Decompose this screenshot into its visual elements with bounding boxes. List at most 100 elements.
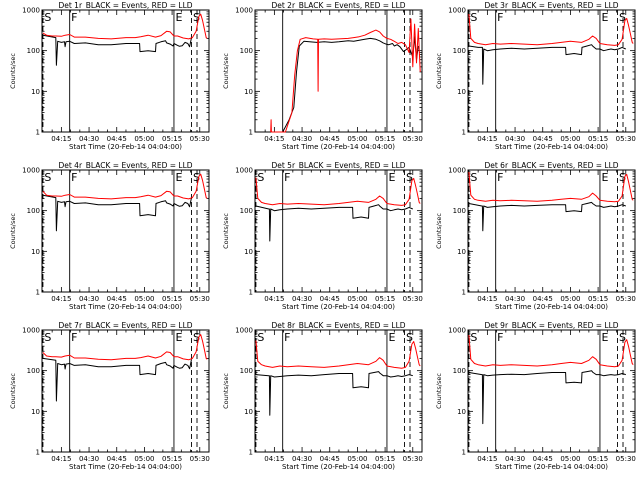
- x-tick-label: 05:00: [560, 135, 580, 143]
- series-line-events: [282, 36, 419, 133]
- x-tick-label: 05:30: [190, 135, 210, 143]
- marker-label: E: [388, 171, 395, 184]
- x-axis-label: Start Time (20-Feb-14 04:04:00): [69, 463, 182, 471]
- series-line-lld: [42, 334, 208, 361]
- panel-title: Det 9r_BLACK = Events, RED = LLD: [484, 321, 618, 330]
- x-tick-label: 04:15: [264, 455, 284, 463]
- x-tick-label: 04:15: [477, 455, 497, 463]
- x-tick-label: 05:15: [375, 135, 395, 143]
- panel-det-8: Det 8r_BLACK = Events, RED = LLD 1 10 100 10…: [222, 321, 423, 471]
- y-tick-label: 1000: [235, 167, 253, 175]
- marker-label: S: [619, 331, 626, 344]
- x-tick-label: 05:00: [134, 455, 154, 463]
- panel-title: Det 6r_BLACK = Events, RED = LLD: [484, 161, 618, 170]
- x-tick-label: 04:30: [79, 135, 99, 143]
- series-line-events: [255, 371, 413, 416]
- x-tick-label: 05:30: [616, 295, 636, 303]
- x-tick-label: 04:15: [477, 295, 497, 303]
- panel-det-3: Det 3r_BLACK = Events, RED = LLD 1 10 100 10…: [435, 1, 636, 151]
- marker-label: F: [497, 11, 503, 24]
- x-axis-label: Start Time (20-Feb-14 04:04:00): [495, 463, 608, 471]
- panel-det-7: Det 7r_BLACK = Events, RED = LLD 1 10 100 10…: [9, 321, 210, 471]
- marker-label: E: [175, 171, 182, 184]
- x-tick-label: 04:30: [79, 295, 99, 303]
- y-tick-label: 100: [453, 47, 466, 55]
- y-tick-label: 1000: [448, 7, 466, 15]
- marker-label: S: [193, 171, 200, 184]
- marker-label: E: [601, 331, 608, 344]
- y-tick-label: 100: [240, 47, 253, 55]
- y-tick-label: 100: [453, 207, 466, 215]
- panel-det-5: Det 5r_BLACK = Events, RED = LLD 1 10 100 10…: [222, 161, 423, 311]
- y-tick-label: 100: [240, 207, 253, 215]
- x-tick-label: 04:45: [107, 295, 127, 303]
- y-tick-label: 1000: [22, 327, 40, 335]
- x-axis-label: Start Time (20-Feb-14 04:04:00): [282, 303, 395, 311]
- plot-frame: [254, 329, 423, 453]
- x-tick-label: 04:30: [505, 455, 525, 463]
- marker-label: F: [71, 11, 77, 24]
- y-tick-label: 1000: [448, 327, 466, 335]
- y-tick-label: 10: [244, 88, 253, 96]
- x-tick-label: 05:30: [190, 295, 210, 303]
- marker-label: F: [71, 171, 77, 184]
- y-tick-label: 10: [457, 248, 466, 256]
- y-tick-label: 100: [27, 47, 40, 55]
- y-tick-label: 10: [244, 248, 253, 256]
- series-line-lld: [468, 171, 634, 203]
- x-tick-label: 05:30: [616, 135, 636, 143]
- y-axis-label: Counts/sec: [435, 213, 443, 249]
- panel-title: Det 7r_BLACK = Events, RED = LLD: [58, 321, 192, 330]
- marker-label: S: [406, 171, 413, 184]
- panel-det-2: Det 2r_BLACK = Events, RED = LLD 1 10 100 10…: [222, 1, 423, 151]
- x-tick-label: 04:30: [505, 295, 525, 303]
- x-tick-label: 04:45: [320, 295, 340, 303]
- x-tick-label: 05:00: [347, 295, 367, 303]
- marker-label: E: [601, 11, 608, 24]
- x-tick-label: 05:00: [134, 135, 154, 143]
- x-tick-label: 04:45: [533, 295, 553, 303]
- x-tick-label: 05:15: [588, 455, 608, 463]
- panel-title: Det 1r_BLACK = Events, RED = LLD: [58, 1, 192, 10]
- plot-frame: [254, 9, 423, 133]
- y-axis-label: Counts/sec: [435, 53, 443, 89]
- x-axis-label: Start Time (20-Feb-14 04:04:00): [495, 303, 608, 311]
- y-tick-label: 10: [457, 88, 466, 96]
- y-axis-label: Counts/sec: [222, 373, 230, 409]
- y-tick-label: 1: [462, 129, 466, 137]
- x-tick-label: 05:15: [588, 295, 608, 303]
- panel-det-4: Det 4r_BLACK = Events, RED = LLD 1 10 100 10…: [9, 161, 210, 311]
- y-tick-label: 1: [36, 129, 40, 137]
- marker-label: E: [601, 171, 608, 184]
- marker-label: S: [257, 171, 264, 184]
- x-axis-label: Start Time (20-Feb-14 04:04:00): [282, 463, 395, 471]
- series-line-lld: [255, 340, 421, 369]
- y-tick-label: 10: [457, 408, 466, 416]
- x-tick-label: 05:30: [403, 135, 423, 143]
- series-line-lld: [255, 177, 421, 206]
- marker-label: E: [175, 11, 182, 24]
- x-tick-label: 05:00: [347, 455, 367, 463]
- y-tick-label: 1000: [448, 167, 466, 175]
- marker-label: F: [284, 331, 290, 344]
- marker-label: S: [406, 331, 413, 344]
- plot-frame: [41, 169, 210, 293]
- series-line-events: [468, 201, 626, 232]
- x-tick-label: 05:00: [560, 455, 580, 463]
- x-tick-label: 04:45: [533, 455, 553, 463]
- y-tick-label: 1000: [22, 7, 40, 15]
- panel-det-9: Det 9r_BLACK = Events, RED = LLD 1 10 100 10…: [435, 321, 636, 471]
- y-tick-label: 10: [31, 248, 40, 256]
- marker-label: F: [497, 331, 503, 344]
- x-tick-label: 05:00: [560, 295, 580, 303]
- series-line-events: [468, 370, 626, 425]
- x-tick-label: 04:15: [477, 135, 497, 143]
- y-tick-label: 100: [27, 207, 40, 215]
- y-tick-label: 100: [27, 367, 40, 375]
- x-axis-label: Start Time (20-Feb-14 04:04:00): [69, 143, 182, 151]
- marker-label: S: [193, 11, 200, 24]
- marker-label: F: [497, 171, 503, 184]
- plot-frame: [41, 329, 210, 453]
- x-axis-label: Start Time (20-Feb-14 04:04:00): [495, 143, 608, 151]
